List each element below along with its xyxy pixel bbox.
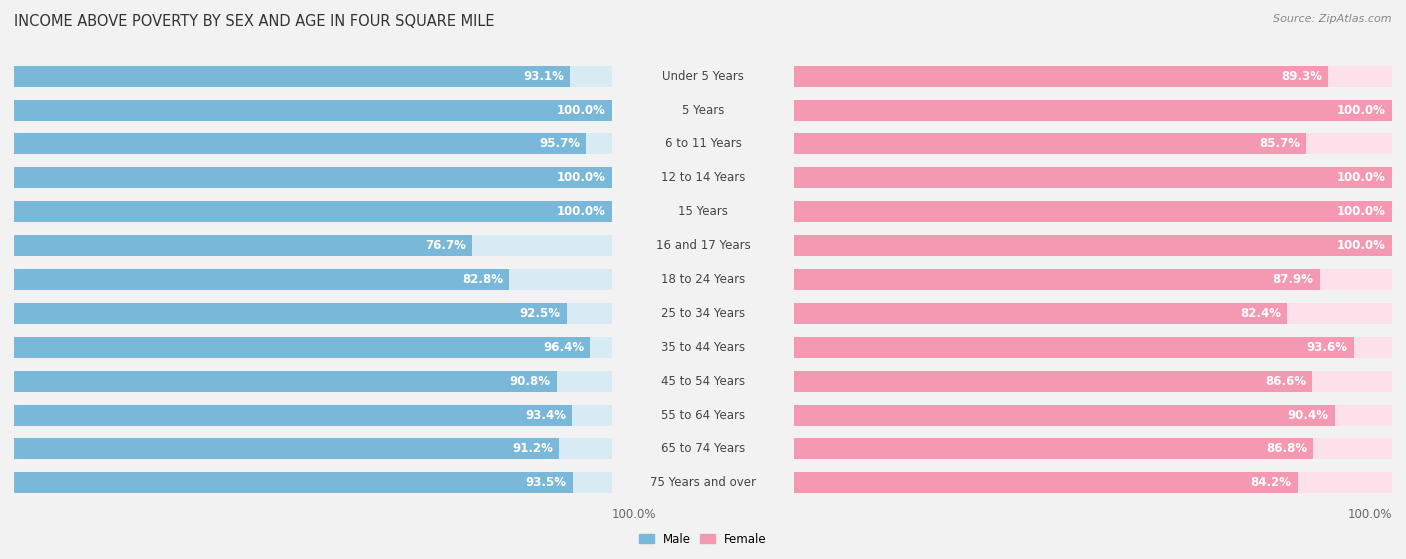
Text: 82.4%: 82.4% (1240, 307, 1281, 320)
Bar (14, 100, 612, 121)
Bar (794, 235, 1392, 256)
Bar (794, 303, 1392, 324)
Text: 85.7%: 85.7% (1260, 138, 1301, 150)
Bar (14, 134, 586, 154)
Bar (14, 438, 560, 459)
Bar (14, 337, 591, 358)
Bar (794, 405, 1334, 425)
Text: 100.0%: 100.0% (1337, 205, 1386, 218)
Bar (794, 472, 1392, 493)
Legend: Male, Female: Male, Female (634, 528, 772, 550)
Text: 100.0%: 100.0% (1337, 103, 1386, 117)
Bar (14, 405, 572, 425)
Bar (14, 303, 612, 324)
Text: 76.7%: 76.7% (426, 239, 467, 252)
Text: 16 and 17 Years: 16 and 17 Years (655, 239, 751, 252)
Bar (794, 167, 1392, 188)
Bar (794, 134, 1306, 154)
Text: 90.4%: 90.4% (1288, 409, 1329, 421)
Text: 5 Years: 5 Years (682, 103, 724, 117)
Text: 86.8%: 86.8% (1265, 442, 1308, 456)
Text: 82.8%: 82.8% (461, 273, 503, 286)
Text: 89.3%: 89.3% (1281, 70, 1322, 83)
Text: 65 to 74 Years: 65 to 74 Years (661, 442, 745, 456)
Text: 100.0%: 100.0% (557, 205, 606, 218)
Bar (14, 235, 472, 256)
Bar (14, 269, 612, 290)
Bar (14, 66, 612, 87)
Text: 87.9%: 87.9% (1272, 273, 1313, 286)
Bar (794, 405, 1392, 425)
Bar (794, 167, 1392, 188)
Bar (14, 438, 612, 459)
Bar (794, 371, 1392, 392)
Text: 93.1%: 93.1% (523, 70, 564, 83)
Bar (14, 66, 571, 87)
Text: 100.0%: 100.0% (1337, 239, 1386, 252)
Text: 12 to 14 Years: 12 to 14 Years (661, 172, 745, 184)
Text: 100.0%: 100.0% (1337, 172, 1386, 184)
Text: 100.0%: 100.0% (612, 508, 657, 521)
Bar (794, 66, 1392, 87)
Bar (794, 269, 1392, 290)
Bar (794, 371, 1312, 392)
Text: 84.2%: 84.2% (1250, 476, 1292, 489)
Text: 6 to 11 Years: 6 to 11 Years (665, 138, 741, 150)
Text: INCOME ABOVE POVERTY BY SEX AND AGE IN FOUR SQUARE MILE: INCOME ABOVE POVERTY BY SEX AND AGE IN F… (14, 14, 495, 29)
Bar (794, 100, 1392, 121)
Text: 86.6%: 86.6% (1265, 375, 1306, 387)
Text: 95.7%: 95.7% (538, 138, 579, 150)
Bar (14, 371, 557, 392)
Text: 35 to 44 Years: 35 to 44 Years (661, 341, 745, 354)
Text: 93.5%: 93.5% (526, 476, 567, 489)
Bar (14, 201, 612, 222)
Bar (794, 303, 1286, 324)
Text: 90.8%: 90.8% (509, 375, 551, 387)
Text: 100.0%: 100.0% (557, 103, 606, 117)
Bar (794, 438, 1392, 459)
Bar (14, 134, 612, 154)
Text: 55 to 64 Years: 55 to 64 Years (661, 409, 745, 421)
Bar (14, 100, 612, 121)
Text: 93.6%: 93.6% (1306, 341, 1348, 354)
Bar (14, 167, 612, 188)
Text: 96.4%: 96.4% (543, 341, 583, 354)
Text: 100.0%: 100.0% (1347, 508, 1392, 521)
Bar (14, 405, 612, 425)
Bar (14, 337, 612, 358)
Bar (14, 201, 612, 222)
Bar (14, 371, 612, 392)
Bar (794, 66, 1329, 87)
Text: 91.2%: 91.2% (512, 442, 553, 456)
Bar (794, 201, 1392, 222)
Text: 100.0%: 100.0% (557, 172, 606, 184)
Bar (794, 337, 1392, 358)
Bar (794, 100, 1392, 121)
Text: 45 to 54 Years: 45 to 54 Years (661, 375, 745, 387)
Bar (14, 167, 612, 188)
Bar (794, 438, 1313, 459)
Text: 25 to 34 Years: 25 to 34 Years (661, 307, 745, 320)
Bar (794, 472, 1298, 493)
Text: 75 Years and over: 75 Years and over (650, 476, 756, 489)
Bar (794, 235, 1392, 256)
Bar (14, 269, 509, 290)
Bar (794, 134, 1392, 154)
Text: Source: ZipAtlas.com: Source: ZipAtlas.com (1274, 14, 1392, 24)
Bar (794, 201, 1392, 222)
Bar (14, 303, 567, 324)
Text: 92.5%: 92.5% (520, 307, 561, 320)
Bar (14, 472, 572, 493)
Text: Under 5 Years: Under 5 Years (662, 70, 744, 83)
Bar (14, 472, 612, 493)
Text: 93.4%: 93.4% (526, 409, 567, 421)
Bar (14, 235, 612, 256)
Text: 15 Years: 15 Years (678, 205, 728, 218)
Text: 18 to 24 Years: 18 to 24 Years (661, 273, 745, 286)
Bar (794, 337, 1354, 358)
Bar (794, 269, 1320, 290)
